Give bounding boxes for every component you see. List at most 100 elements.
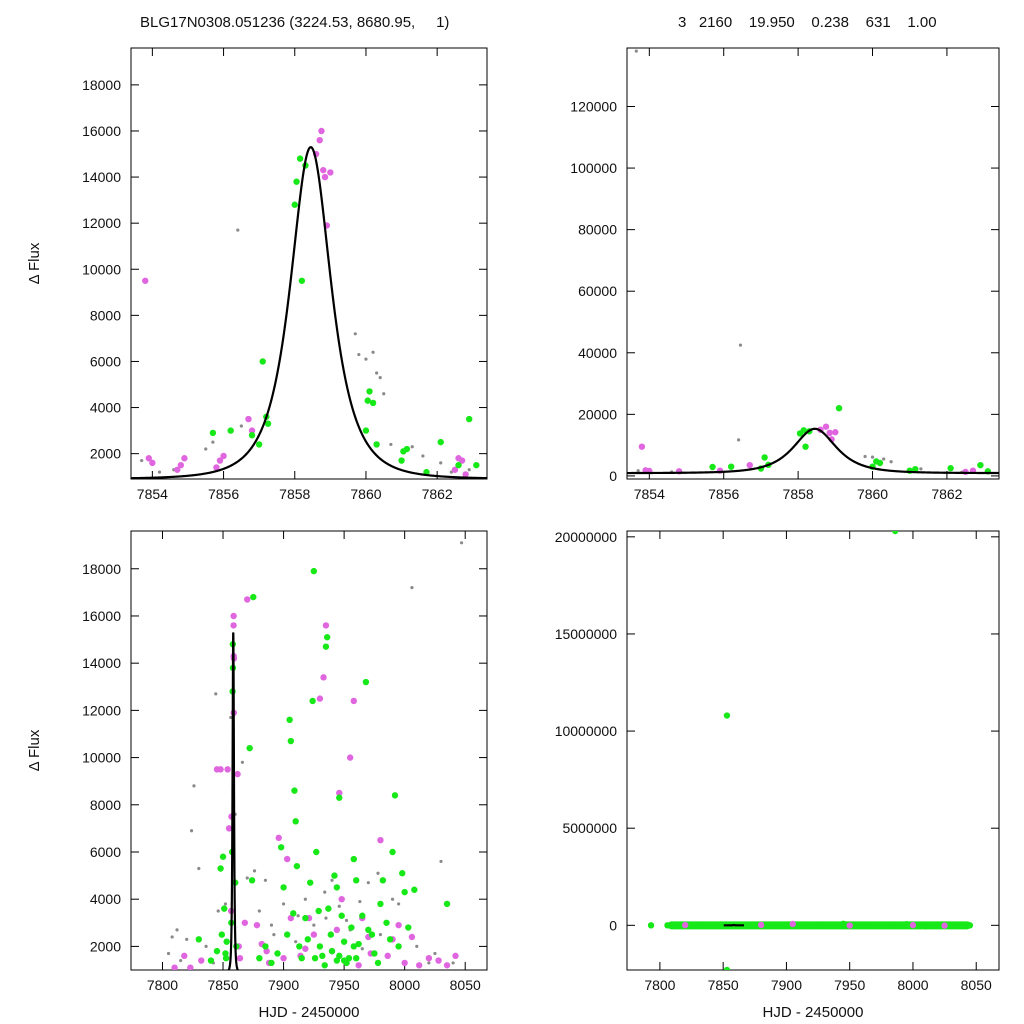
x-tick-label: 7850 xyxy=(207,977,238,993)
y-tick-label: 15000000 xyxy=(555,626,618,642)
data-point-green xyxy=(814,922,822,929)
data-point-magenta xyxy=(245,415,252,423)
data-point-green xyxy=(259,358,266,365)
data-point-gray xyxy=(451,961,455,965)
data-point-green xyxy=(280,884,287,891)
data-point-green xyxy=(338,912,345,919)
data-point-gray xyxy=(170,935,174,939)
data-point-magenta xyxy=(909,921,917,929)
data-point-green xyxy=(947,465,954,472)
y-tick-label: 2000 xyxy=(90,446,121,462)
data-point-green xyxy=(353,954,360,962)
x-tick-label: 7800 xyxy=(644,977,675,993)
data-point-green xyxy=(377,900,384,908)
data-point-green xyxy=(333,884,341,891)
data-point-magenta xyxy=(395,921,402,929)
data-point-green xyxy=(248,877,256,884)
data-point-magenta xyxy=(244,596,251,603)
data-point-gray xyxy=(439,859,443,864)
panel-top-right: 7854 7856 7858 7860 7862 0 20000 40000 60000 8000… xyxy=(570,47,1000,502)
data-point-magenta xyxy=(316,136,323,144)
x-tick-label: 7850 xyxy=(708,977,739,993)
data-point-gray xyxy=(882,457,886,461)
data-point-magenta xyxy=(253,921,261,929)
y-tick-label: 10000 xyxy=(82,750,121,766)
data-point-green xyxy=(246,744,253,752)
data-point-magenta xyxy=(458,457,466,464)
data-point-green xyxy=(296,943,303,950)
data-point-magenta xyxy=(280,954,287,962)
data-point-green xyxy=(912,465,919,473)
data-point-green xyxy=(383,919,390,926)
y-tick-label: 5000000 xyxy=(562,820,617,836)
data-point-green xyxy=(207,957,215,964)
data-point-green xyxy=(217,865,224,872)
y-tick-label: 60000 xyxy=(578,283,617,299)
data-point-gray xyxy=(330,878,334,882)
data-point-green xyxy=(365,926,372,934)
data-point-green xyxy=(296,155,304,162)
data-point-magenta xyxy=(322,622,330,629)
data-point-magenta xyxy=(451,466,459,473)
data-point-green xyxy=(291,787,298,794)
data-point-magenta xyxy=(230,612,237,620)
data-point-green xyxy=(298,277,306,284)
y-tick-label: 2000 xyxy=(90,938,121,954)
y-tick-label: 16000 xyxy=(82,608,121,624)
data-point-green xyxy=(277,844,285,851)
data-point-magenta xyxy=(320,166,327,174)
x-tick-label: 7856 xyxy=(708,486,739,502)
data-point-green xyxy=(374,959,382,967)
data-point-green xyxy=(719,922,727,929)
x-tick-label: 7858 xyxy=(783,486,814,502)
data-point-magenta xyxy=(181,952,188,960)
data-point-magenta xyxy=(230,622,237,629)
y-tick-label: 0 xyxy=(609,468,617,484)
data-point-green xyxy=(213,947,221,955)
y-tick-label: 4000 xyxy=(90,891,121,907)
data-point-green xyxy=(892,531,899,535)
data-point-gray xyxy=(296,914,300,918)
data-point-green xyxy=(876,459,884,467)
data-point-green xyxy=(331,872,338,879)
data-point-green xyxy=(350,943,358,950)
data-point-green xyxy=(977,461,984,469)
data-point-green xyxy=(362,427,370,434)
x-tick-label: 8000 xyxy=(389,977,420,993)
data-point-green xyxy=(835,404,843,412)
data-point-gray xyxy=(204,944,208,948)
plot-frame xyxy=(626,47,1000,480)
data-point-green xyxy=(903,920,910,928)
data-point-green xyxy=(340,957,348,964)
y-axis-label: Δ Flux xyxy=(26,242,43,284)
data-point-green xyxy=(256,954,263,962)
data-point-green xyxy=(293,178,300,185)
data-point-gray xyxy=(204,447,208,451)
x-tick-label: 7854 xyxy=(137,486,168,502)
data-point-green xyxy=(304,936,311,943)
data-point-gray xyxy=(211,440,215,444)
data-point-magenta xyxy=(241,919,249,926)
data-point-magenta xyxy=(425,954,433,962)
data-point-green xyxy=(309,697,316,705)
data-point-green xyxy=(348,924,355,931)
data-point-green xyxy=(316,943,324,950)
x-tick-label: 7800 xyxy=(147,977,178,993)
data-point-green xyxy=(209,429,217,437)
data-point-gray xyxy=(459,541,464,545)
data-point-green xyxy=(315,907,322,915)
data-point-gray xyxy=(179,958,183,963)
data-point-green xyxy=(437,438,444,446)
data-point-magenta xyxy=(327,169,334,176)
y-tick-label: 8000 xyxy=(90,307,121,323)
data-point-green xyxy=(287,737,295,745)
data-point-magenta xyxy=(225,825,233,832)
x-tick-label: 7860 xyxy=(857,486,888,502)
data-point-gray xyxy=(189,829,194,833)
data-point-green xyxy=(745,921,752,928)
data-point-magenta xyxy=(443,962,451,969)
data-point-gray xyxy=(371,350,375,354)
x-tick-label: 7862 xyxy=(422,486,453,502)
data-point-green xyxy=(761,454,768,461)
